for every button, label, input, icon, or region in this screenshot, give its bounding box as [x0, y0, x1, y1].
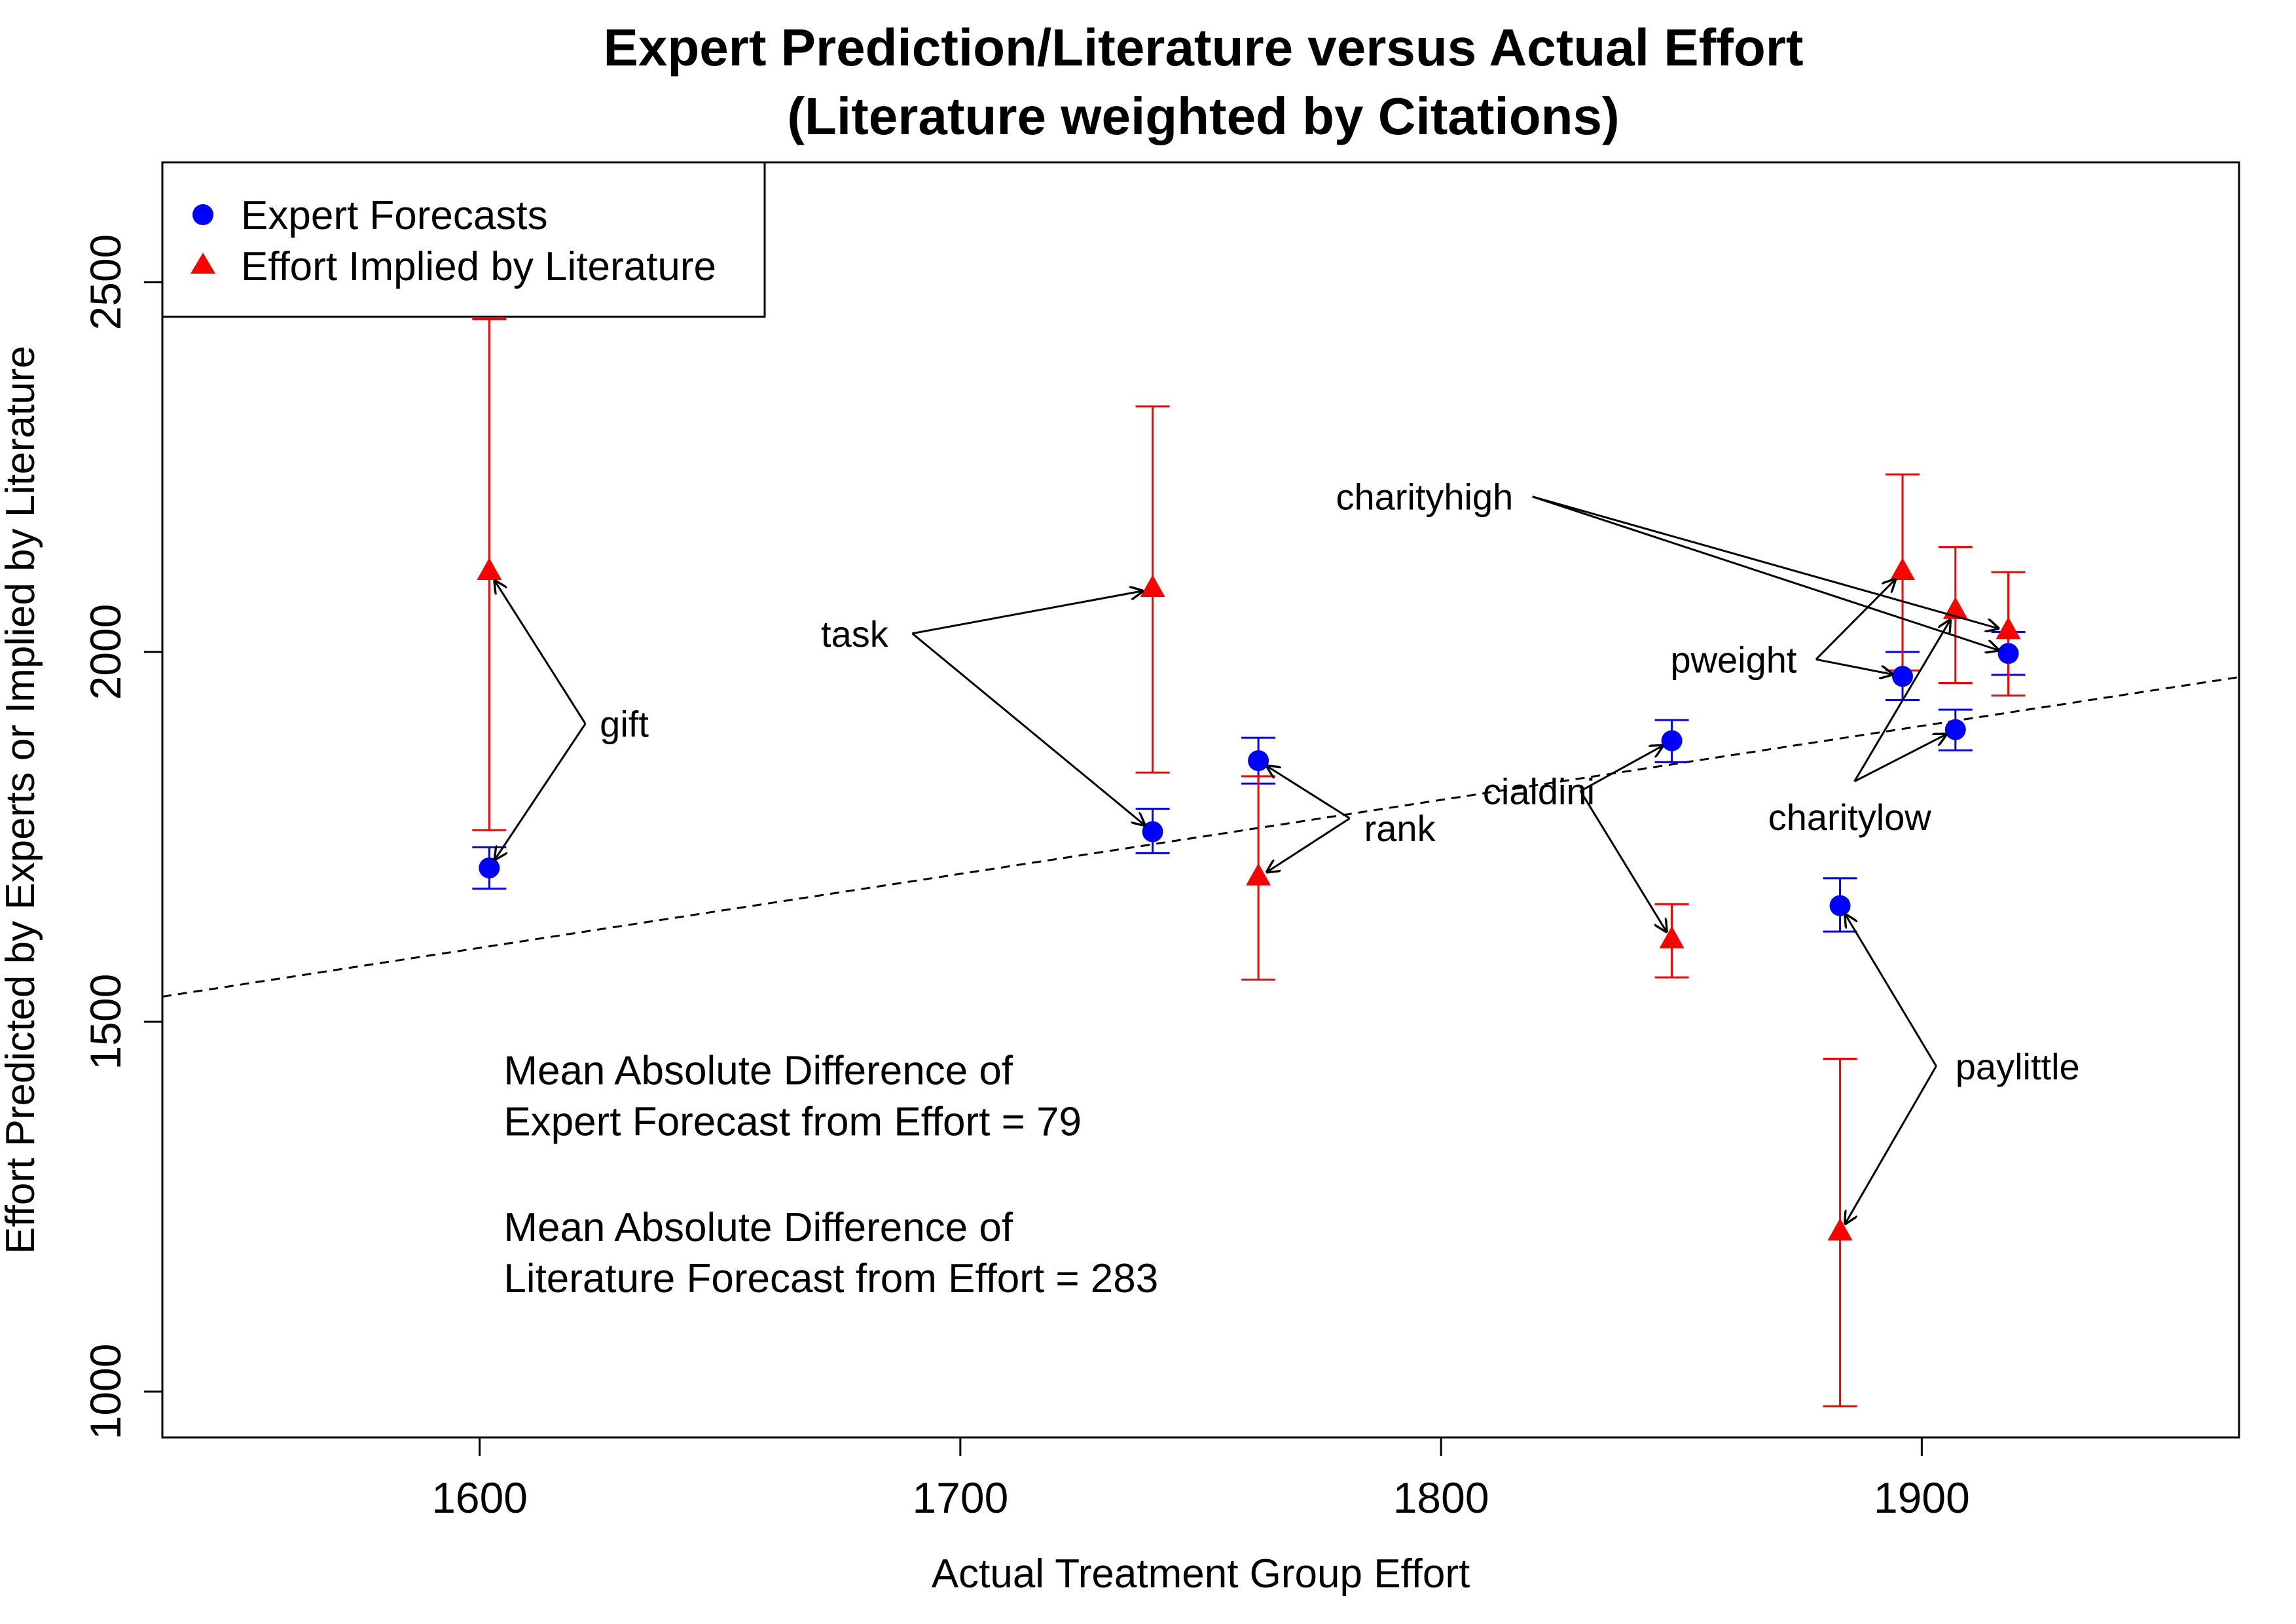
point-annotations: gift task rank cialdini paylittle pweight char… [494, 477, 2080, 1225]
x-tick-label: 1600 [431, 1473, 528, 1522]
expert-point-charitylow [1944, 719, 1966, 740]
y-tick-label: 1500 [81, 974, 130, 1070]
x-tick-label: 1800 [1393, 1473, 1489, 1522]
y-axis-ticks: 1000 1500 2000 2500 [81, 234, 162, 1440]
expert-point-gift [479, 857, 500, 878]
annotation-arrow-charityhigh [1532, 496, 1999, 629]
annotation-arrow-paylittle [1845, 1066, 1937, 1225]
x-axis-ticks: 1600 1700 1800 1900 [431, 1437, 1970, 1522]
literature-point-paylittle [1827, 1218, 1853, 1241]
chart-title-line-1: Expert Prediction/Literature versus Actu… [603, 18, 1803, 77]
legend: Expert Forecasts Effort Implied by Liter… [161, 161, 766, 318]
y-tick-label: 2000 [81, 604, 130, 700]
y-tick-label: 1000 [81, 1344, 130, 1440]
annotation-arrow-rank [1266, 817, 1351, 873]
annotation-label-cialdini: cialdini [1483, 770, 1595, 812]
expert-point-paylittle [1829, 895, 1851, 916]
y-axis-label: Effort Predicted by Experts or Implied b… [0, 346, 43, 1254]
annotation-label-paylittle: paylittle [1956, 1046, 2080, 1087]
annotation-arrow-charitylow [1853, 619, 1951, 782]
annotation-arrow-gift [494, 580, 587, 725]
annotation-arrow-cialdini [1580, 745, 1664, 792]
literature-point-task [1140, 574, 1165, 597]
mad-text-line: Literature Forecast from Effort = 283 [503, 1256, 1158, 1301]
annotation-arrow-gift [494, 723, 587, 861]
expert-point-cialdini [1661, 730, 1683, 751]
y-tick-label: 2500 [81, 234, 130, 331]
annotation-label-pweight: pweight [1670, 639, 1796, 680]
legend-label-expert: Expert Forecasts [241, 193, 548, 238]
annotation-label-charitylow: charitylow [1768, 797, 1932, 838]
annotation-arrow-charityhigh [1532, 496, 2000, 651]
x-tick-label: 1900 [1874, 1473, 1970, 1522]
annotation-label-gift: gift [600, 704, 649, 745]
literature-point-gift [477, 557, 502, 580]
annotation-arrow-task [911, 632, 1145, 826]
mad-text-line: Mean Absolute Difference of [503, 1205, 1013, 1250]
chart-title-line-2: (Literature weighted by Citations) [787, 87, 1619, 145]
legend-marker-expert [192, 204, 213, 225]
reference-line-group [162, 676, 2240, 998]
annotation-label-rank: rank [1364, 808, 1436, 849]
plot-area-frame [161, 161, 2240, 1439]
x-axis-label: Actual Treatment Group Effort [932, 1551, 1470, 1597]
annotation-arrow-rank [1266, 766, 1351, 820]
annotation-arrow-pweight [1815, 658, 1893, 674]
x-tick-label: 1700 [912, 1473, 1008, 1522]
legend-marker-literature [191, 253, 215, 274]
literature-point-pweight [1890, 557, 1916, 580]
expert-point-rank [1248, 750, 1269, 772]
annotation-arrow-pweight [1815, 579, 1896, 660]
data-points [477, 557, 2021, 1241]
expert-point-pweight [1892, 666, 1914, 687]
expert-point-charityhigh [1997, 643, 2019, 664]
legend-box [161, 161, 766, 318]
expert-point-task [1142, 821, 1163, 842]
reference-line [162, 676, 2240, 998]
literature-point-rank [1246, 863, 1271, 886]
annotation-arrow-charitylow [1853, 734, 1948, 783]
legend-label-literature: Effort Implied by Literature [241, 244, 716, 289]
mad-text-line: Mean Absolute Difference of [503, 1048, 1013, 1093]
mean-absolute-difference-text: Mean Absolute Difference of Expert Foreca… [503, 1048, 1158, 1301]
literature-point-charityhigh [1995, 617, 2021, 640]
annotation-label-task: task [821, 613, 889, 655]
annotation-label-charityhigh: charityhigh [1336, 477, 1513, 518]
annotation-arrow-paylittle [1845, 914, 1937, 1067]
literature-point-cialdini [1659, 926, 1685, 948]
annotation-arrow-cialdini [1579, 790, 1667, 932]
mad-text-line: Expert Forecast from Effort = 79 [503, 1099, 1082, 1144]
annotation-arrow-task [912, 591, 1143, 635]
